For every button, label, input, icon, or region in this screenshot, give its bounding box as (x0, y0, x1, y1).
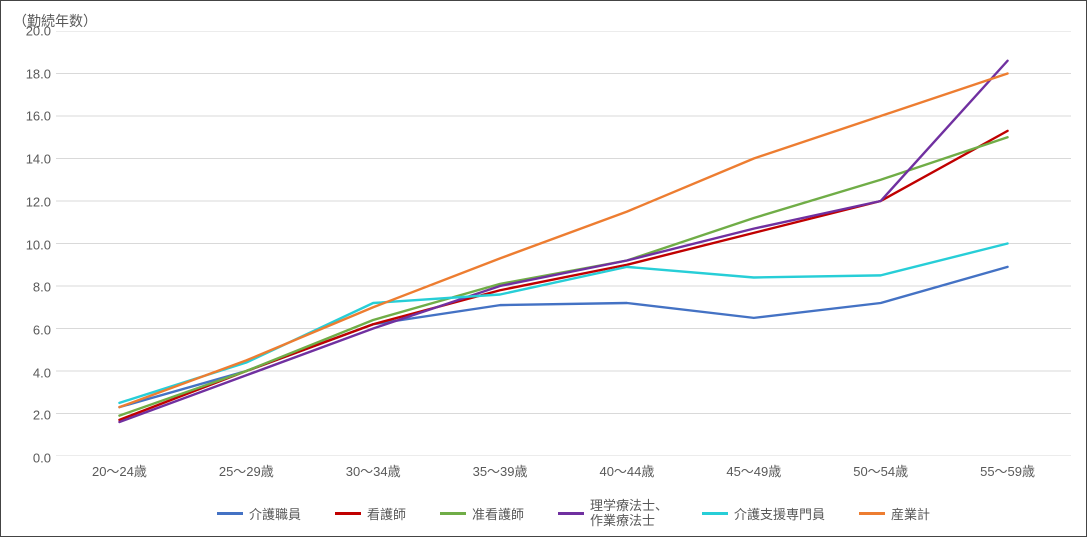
series-介護支援専門員 (119, 244, 1007, 403)
legend-label: 産業計 (891, 504, 930, 523)
legend-swatch (217, 512, 243, 515)
x-tick-label: 35～39歳 (437, 461, 564, 481)
x-tick-label: 50～54歳 (817, 461, 944, 481)
legend-label: 介護職員 (249, 504, 301, 523)
series-介護職員 (119, 267, 1007, 407)
x-tick-label: 25～29歳 (183, 461, 310, 481)
legend-swatch (440, 512, 466, 515)
plot-svg (56, 31, 1071, 456)
legend-swatch (702, 512, 728, 515)
y-tick-label: 20.0 (11, 24, 51, 39)
y-tick-label: 10.0 (11, 237, 51, 252)
y-tick-label: 2.0 (11, 408, 51, 423)
legend-item: 看護師 (335, 499, 406, 528)
legend-item: 准看護師 (440, 499, 524, 528)
y-tick-label: 0.0 (11, 451, 51, 466)
y-tick-label: 18.0 (11, 66, 51, 81)
tenure-line-chart: （勤続年数） 0.02.04.06.08.010.012.014.016.018… (0, 0, 1087, 537)
legend-item: 理学療法士、作業療法士 (558, 499, 668, 528)
legend-label: 看護師 (367, 504, 406, 523)
y-tick-label: 4.0 (11, 365, 51, 380)
x-tick-label: 55～59歳 (944, 461, 1071, 481)
y-tick-label: 8.0 (11, 280, 51, 295)
plot-area (56, 31, 1071, 456)
y-tick-label: 6.0 (11, 322, 51, 337)
y-tick-label: 12.0 (11, 194, 51, 209)
legend-label: 介護支援専門員 (734, 504, 825, 523)
legend: 介護職員 看護師 准看護師 理学療法士、作業療法士 介護支援専門員 産業計 (101, 499, 1046, 528)
series-産業計 (119, 74, 1007, 408)
legend-item: 産業計 (859, 499, 930, 528)
legend-item: 介護支援専門員 (702, 499, 825, 528)
x-tick-label: 20～24歳 (56, 461, 183, 481)
legend-label: 理学療法士、作業療法士 (590, 499, 668, 528)
legend-swatch (335, 512, 361, 515)
legend-item: 介護職員 (217, 499, 301, 528)
x-tick-labels: 20～24歳25～29歳30～34歳35～39歳40～44歳45～49歳50～5… (56, 461, 1071, 481)
x-tick-label: 45～49歳 (690, 461, 817, 481)
legend-label: 准看護師 (472, 504, 524, 523)
legend-swatch (558, 512, 584, 515)
y-tick-label: 16.0 (11, 109, 51, 124)
x-tick-label: 30～34歳 (310, 461, 437, 481)
legend-swatch (859, 512, 885, 515)
x-tick-label: 40～44歳 (564, 461, 691, 481)
y-tick-label: 14.0 (11, 152, 51, 167)
